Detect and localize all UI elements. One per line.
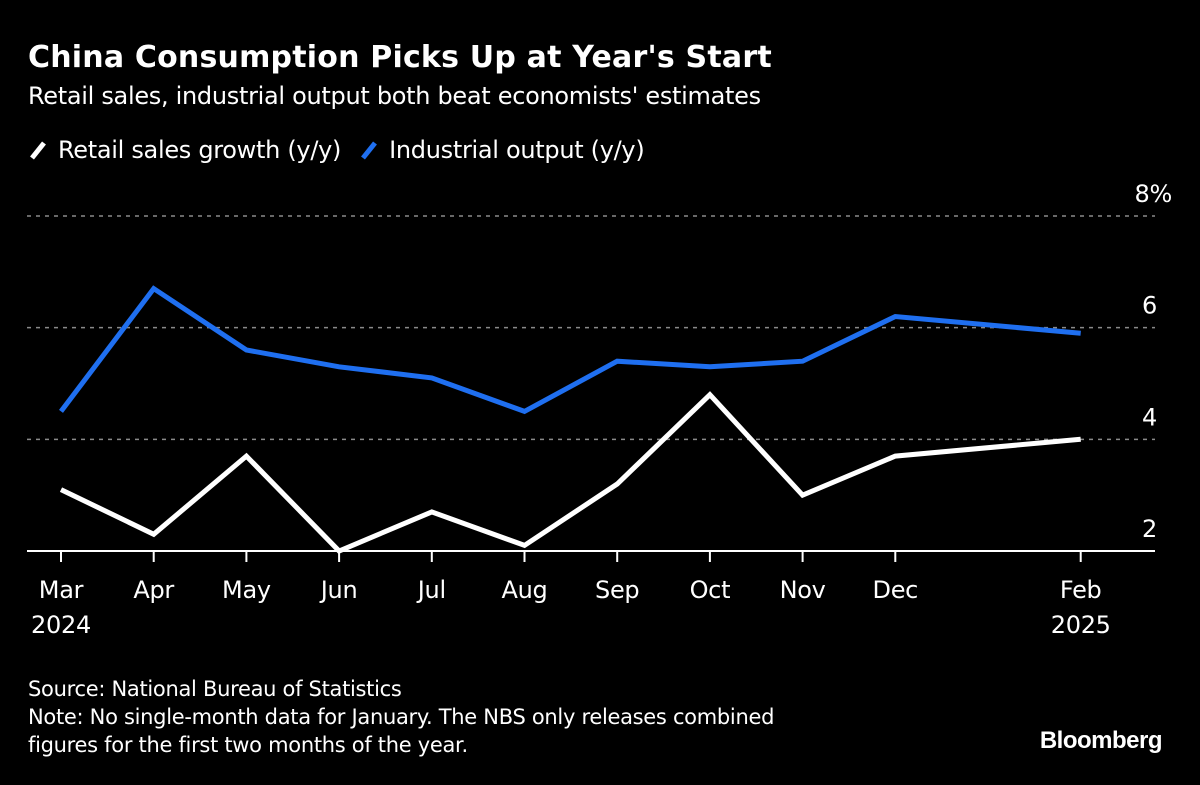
chart-footer: Source: National Bureau of Statistics No…	[28, 675, 774, 759]
x-axis: Mar 2024 Apr May Jun Jul Aug Sep Oct Nov Dec Feb 202…	[27, 550, 1155, 639]
series-line-industrial-output	[59, 285, 1081, 415]
legend-swatch-retail-sales-icon	[28, 138, 48, 162]
x-tick-label-month: Oct	[690, 576, 731, 604]
y-tick-label-2: 2	[1142, 515, 1157, 543]
series-line-retail-sales	[59, 391, 1081, 554]
x-tick-label-month: Feb	[1060, 576, 1102, 604]
chart-title: China Consumption Picks Up at Year's Sta…	[28, 40, 772, 75]
y-tick-label-8: 8%	[1135, 180, 1172, 208]
y-axis: 2 4 6 8%	[1135, 180, 1173, 543]
y-tick-label-4: 4	[1142, 403, 1157, 431]
x-tick-label-month: Jun	[319, 576, 358, 604]
x-tick-label-month: Jul	[416, 576, 446, 604]
y-tick-label-6: 6	[1142, 292, 1157, 320]
footnote-line-2: figures for the first two months of the …	[28, 733, 468, 757]
legend-item-retail-sales: Retail sales growth (y/y)	[28, 136, 341, 164]
legend-item-industrial-output: Industrial output (y/y)	[359, 136, 645, 164]
series	[59, 285, 1081, 554]
footnote-line-1: Note: No single-month data for January. …	[28, 705, 775, 729]
chart-subtitle: Retail sales, industrial output both bea…	[28, 82, 761, 110]
legend-label-industrial-output: Industrial output (y/y)	[389, 136, 645, 164]
legend-label-retail-sales: Retail sales growth (y/y)	[58, 136, 342, 164]
legend: Retail sales growth (y/y) Industrial out…	[28, 136, 662, 164]
x-tick-label-month: Dec	[873, 576, 919, 604]
x-tick-label-month: May	[222, 576, 271, 604]
gridlines	[27, 215, 1155, 441]
x-tick-label-month: Sep	[595, 576, 639, 604]
x-tick-label-month: Aug	[502, 576, 548, 604]
bloomberg-logo: Bloomberg	[1039, 727, 1163, 754]
x-tick-label-month: Mar	[39, 576, 84, 604]
legend-swatch-industrial-output-icon	[359, 138, 379, 162]
x-tick-label-month: Nov	[780, 576, 826, 604]
x-tick-label-year: 2024	[31, 611, 91, 639]
x-tick-label-month: Apr	[133, 576, 174, 604]
x-tick-label-year: 2025	[1051, 611, 1111, 639]
source-note: Source: National Bureau of Statistics	[28, 677, 402, 701]
